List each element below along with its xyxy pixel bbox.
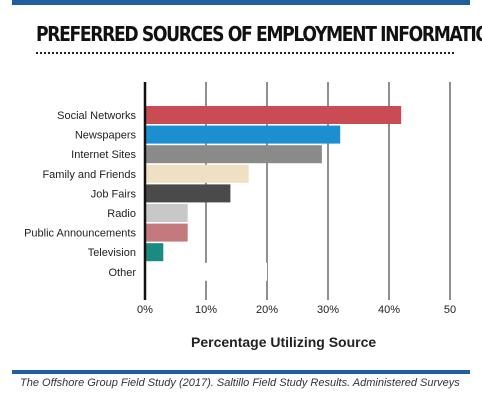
category-label: Internet Sites — [71, 149, 136, 161]
chart-title: PREFERRED SOURCES OF EMPLOYMENT INFORMAT… — [36, 22, 482, 46]
bar — [145, 243, 164, 262]
category-label: Family and Friends — [42, 169, 136, 181]
title-underline — [36, 52, 454, 54]
category-label: Job Fairs — [91, 188, 137, 200]
bar — [145, 164, 249, 183]
top-rule — [12, 0, 470, 5]
x-tick-label: 30% — [317, 304, 339, 316]
x-axis-label: Percentage Utilizing Source — [191, 334, 377, 350]
x-tick-label: 20% — [256, 304, 278, 316]
bar — [145, 184, 231, 203]
category-label: Radio — [107, 208, 136, 220]
bar — [145, 106, 402, 124]
category-label: Television — [88, 247, 136, 259]
x-tick-label: 40% — [378, 304, 400, 316]
bar — [145, 223, 188, 242]
category-label: Newspapers — [75, 130, 137, 142]
x-tick-label: 0% — [137, 304, 153, 316]
bar — [145, 262, 267, 281]
bar — [145, 204, 188, 222]
category-label: Other — [108, 267, 136, 279]
bottom-rule — [12, 370, 470, 374]
bar — [145, 145, 322, 164]
category-label: Social Networks — [57, 110, 136, 122]
x-tick-label: 50 — [444, 304, 456, 316]
category-label: Public Announcements — [24, 228, 136, 240]
bar — [145, 125, 341, 144]
x-tick-label: 10% — [195, 304, 217, 316]
source-note: The Offshore Group Field Study (2017). S… — [20, 377, 460, 389]
